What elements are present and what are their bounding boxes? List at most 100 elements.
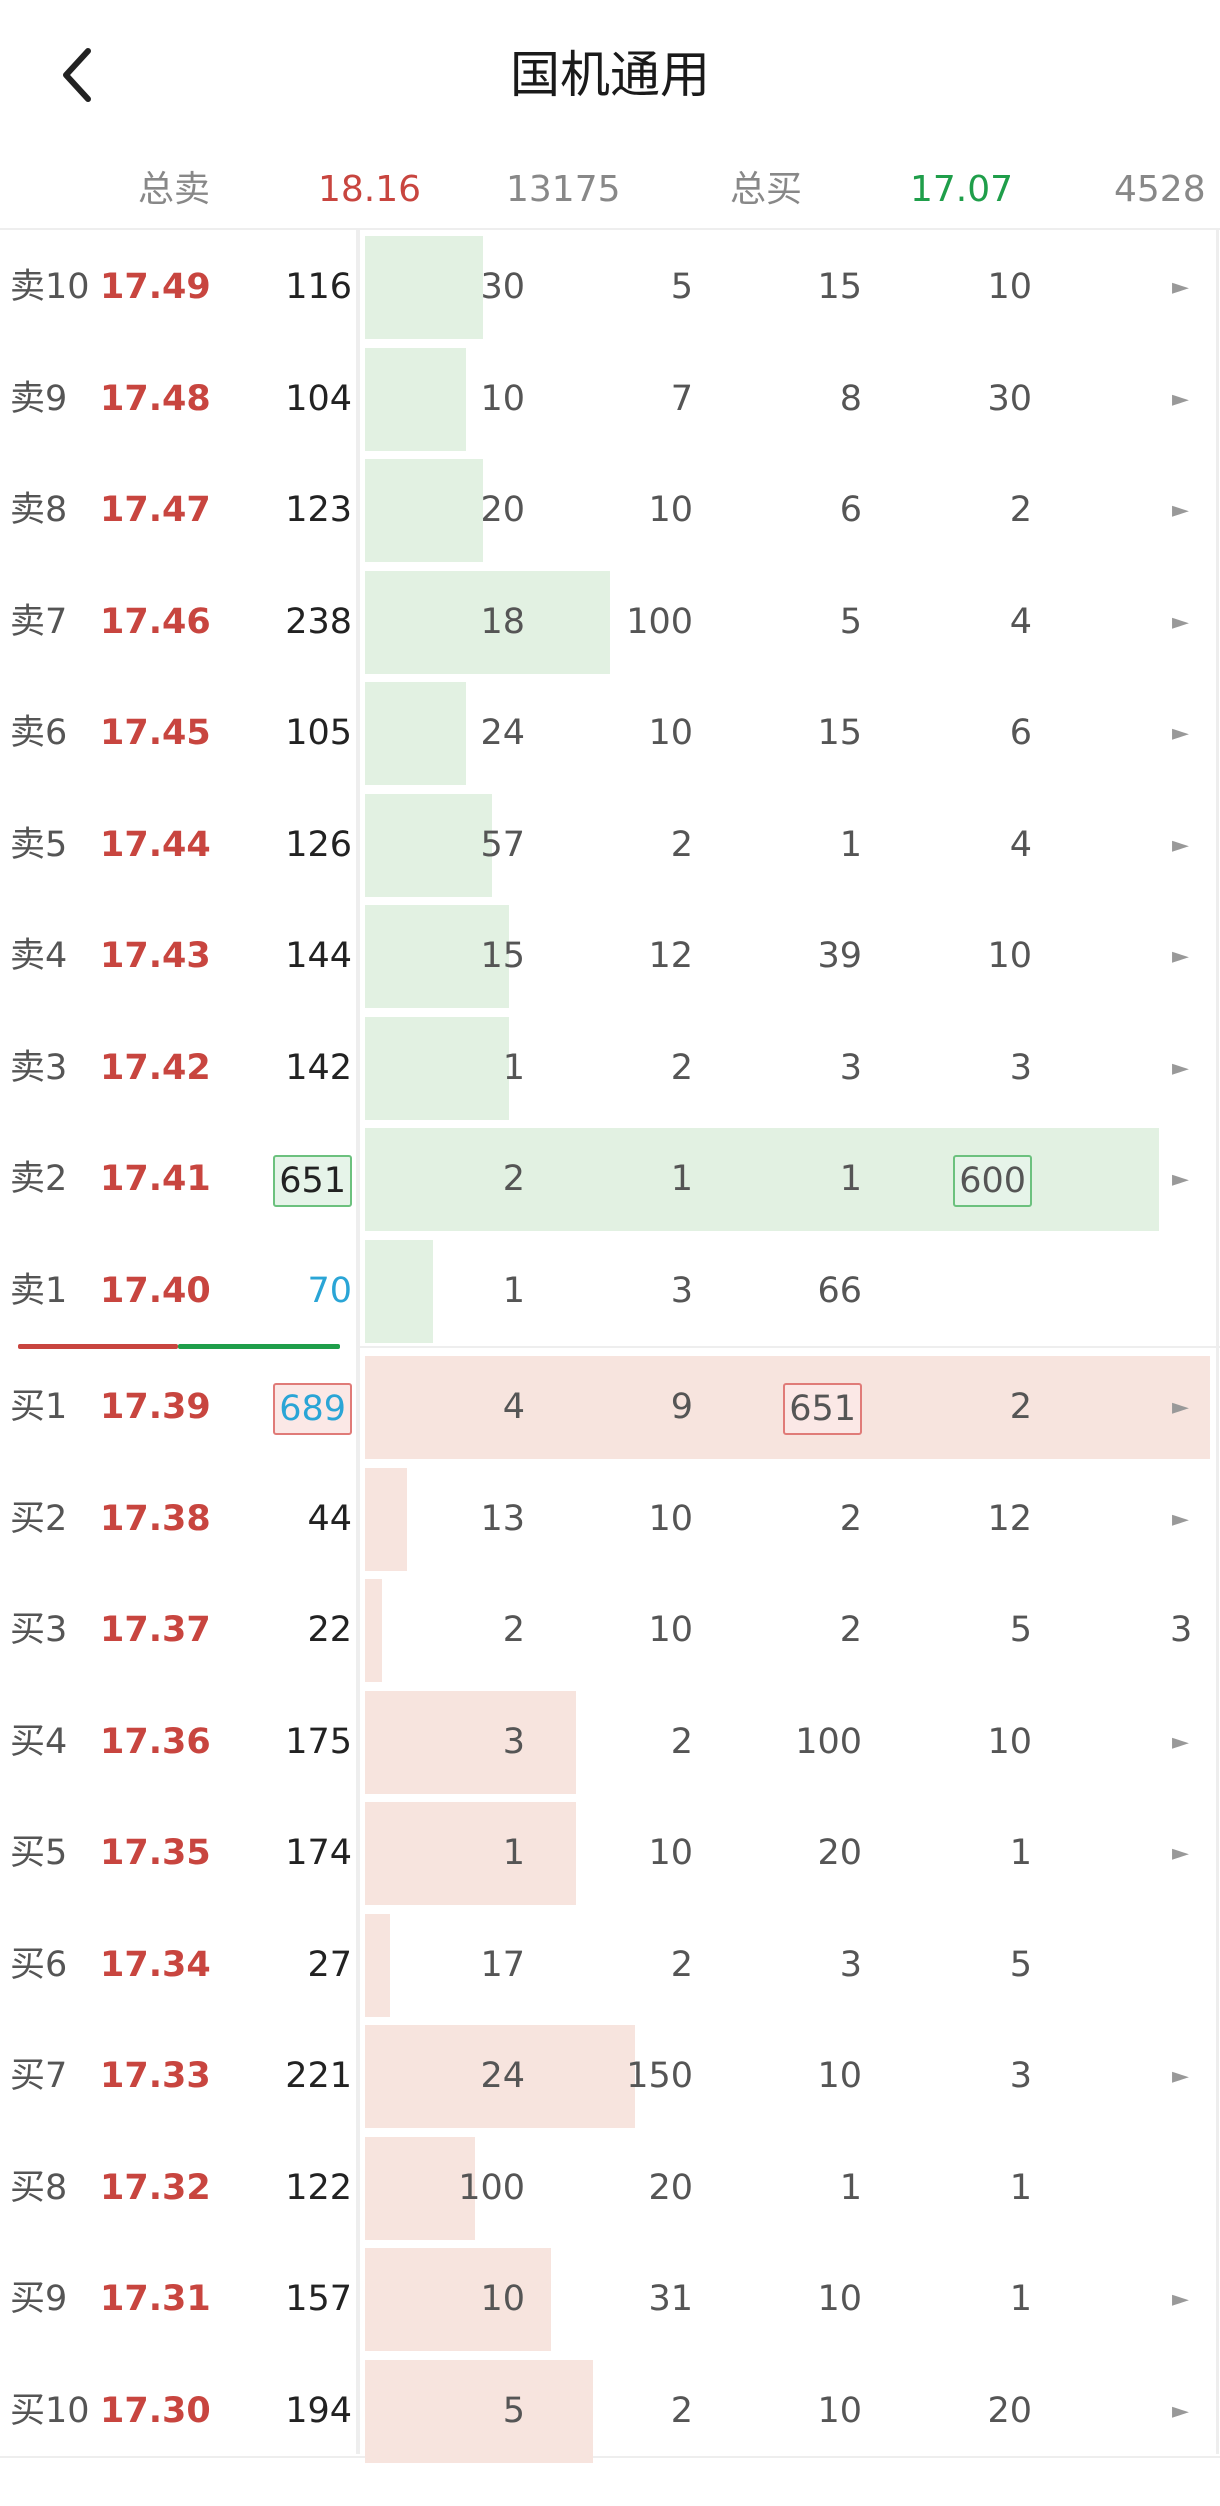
ask-depth-bar	[365, 905, 509, 1008]
level-volume: 44	[307, 1498, 352, 1539]
play-arrow-icon[interactable]: ►	[1172, 386, 1189, 412]
level-label: 买9	[10, 2279, 68, 2319]
order-cell: 2	[839, 1498, 862, 1539]
bid-row[interactable]: 买4 17.36 175 3 2 100 10 ►	[0, 1687, 1220, 1798]
order-cell: 12	[648, 936, 693, 976]
level-price: 17.34	[100, 1944, 211, 1985]
total-sell-label: 总卖	[138, 169, 211, 210]
play-arrow-icon[interactable]: ►	[1172, 832, 1189, 858]
level-volume: 142	[285, 1047, 352, 1088]
total-sell-volume: 13175	[506, 169, 621, 210]
ask-depth-bar	[365, 459, 483, 562]
order-cell: 9	[670, 1387, 693, 1427]
order-cell: 5	[839, 601, 862, 642]
play-arrow-icon[interactable]: ►	[1172, 609, 1189, 635]
ask-row[interactable]: 卖7 17.46 238 18 100 5 4 ►	[0, 567, 1220, 678]
order-cell: 10	[987, 267, 1032, 307]
order-cell: 4	[1009, 601, 1032, 642]
bid-row[interactable]: 买1 17.39 689 4 9 651 2 ►	[0, 1352, 1220, 1463]
order-cell: 5	[1009, 1944, 1032, 1985]
ask-bid-separator	[360, 1346, 1220, 1348]
bid-row[interactable]: 买8 17.32 122 100 20 1 1	[0, 2133, 1220, 2244]
level-price: 17.31	[100, 2279, 211, 2319]
bid-depth-bar	[365, 2136, 475, 2240]
bid-row[interactable]: 买7 17.33 221 24 150 10 3 ►	[0, 2021, 1220, 2132]
order-cell: 3	[670, 1270, 693, 1311]
order-cell: 4	[502, 1387, 525, 1427]
order-cell: 100	[626, 601, 693, 642]
level-price: 17.37	[100, 1610, 211, 1650]
ask-depth-bar	[365, 1128, 1159, 1231]
ask-depth-bar	[365, 347, 466, 451]
order-cell: 651	[783, 1383, 862, 1435]
ask-row[interactable]: 卖2 17.41 651 2 1 1 600 ►	[0, 1124, 1220, 1235]
play-arrow-icon[interactable]: ►	[1172, 1729, 1189, 1755]
play-arrow-icon[interactable]: ►	[1172, 1167, 1189, 1192]
ask-row[interactable]: 卖6 17.45 105 24 10 15 6 ►	[0, 678, 1220, 789]
level-price: 17.38	[100, 1498, 211, 1539]
ask-row[interactable]: 卖5 17.44 126 57 2 1 4 ►	[0, 790, 1220, 901]
play-arrow-icon[interactable]: ►	[1172, 2287, 1189, 2312]
ask-depth-bar	[365, 1016, 509, 1120]
bid-depth-bar	[365, 1467, 407, 1571]
order-cell: 10	[648, 1498, 693, 1539]
bid-row[interactable]: 买2 17.38 44 13 10 2 12 ►	[0, 1464, 1220, 1575]
bid-row[interactable]: 买5 17.35 174 1 10 20 1 ►	[0, 1798, 1220, 1909]
play-arrow-icon[interactable]: ►	[1172, 2064, 1189, 2089]
order-cell: 10	[817, 2390, 862, 2431]
level-price: 17.42	[100, 1047, 211, 1088]
buy-ratio-bar	[178, 1344, 340, 1349]
play-arrow-icon[interactable]: ►	[1172, 2398, 1189, 2424]
level-price: 17.49	[100, 267, 211, 307]
order-cell: 10	[480, 378, 525, 419]
ask-row[interactable]: 卖1 17.40 70 1 3 66	[0, 1236, 1220, 1347]
ask-row[interactable]: 卖3 17.42 142 1 2 3 3 ►	[0, 1013, 1220, 1124]
order-cell: 13	[480, 1498, 525, 1539]
back-chevron-icon[interactable]	[48, 40, 108, 110]
level-price: 17.45	[100, 713, 211, 753]
play-arrow-icon[interactable]: ►	[1172, 944, 1189, 969]
ask-row[interactable]: 卖10 17.49 116 30 5 15 10 ►	[0, 232, 1220, 343]
order-cell: 10	[987, 936, 1032, 976]
play-arrow-icon[interactable]: ►	[1172, 1841, 1189, 1866]
order-cell: 2	[1009, 1387, 1032, 1427]
ask-row[interactable]: 卖8 17.47 123 20 10 6 2 ►	[0, 455, 1220, 566]
bid-depth-bar	[365, 1690, 576, 1794]
bid-row[interactable]: 买6 17.34 27 17 2 3 5	[0, 1910, 1220, 2021]
total-buy-price: 17.07	[910, 169, 1014, 210]
order-cell: 5	[670, 267, 693, 307]
play-arrow-icon[interactable]: ►	[1172, 498, 1189, 523]
order-cell: 15	[817, 713, 862, 753]
ask-row[interactable]: 卖9 17.48 104 10 7 8 30 ►	[0, 344, 1220, 455]
bid-row[interactable]: 买3 17.37 22 2 10 2 5 3	[0, 1575, 1220, 1686]
level-price: 17.44	[100, 824, 211, 865]
order-cell: 6	[1009, 713, 1032, 753]
order-cell: 2	[502, 1610, 525, 1650]
level-label: 买7	[10, 2056, 68, 2096]
level-price: 17.30	[100, 2390, 211, 2431]
level-label: 买3	[10, 1610, 68, 1650]
ask-row[interactable]: 卖4 17.43 144 15 12 39 10 ►	[0, 901, 1220, 1012]
level-label: 买6	[10, 1944, 68, 1985]
level-volume: 175	[285, 1721, 352, 1762]
play-arrow-icon[interactable]: ►	[1172, 275, 1189, 300]
bid-row[interactable]: 买9 17.31 157 10 31 10 1 ►	[0, 2244, 1220, 2355]
play-arrow-icon[interactable]: ►	[1172, 1395, 1189, 1420]
level-price: 17.40	[100, 1270, 211, 1311]
play-arrow-icon[interactable]: ►	[1172, 721, 1189, 746]
order-cell: 2	[670, 824, 693, 865]
level-price: 17.32	[100, 2167, 211, 2208]
order-cell: 1	[1009, 1833, 1032, 1873]
order-cell: 1	[502, 1833, 525, 1873]
order-cell: 2	[502, 1159, 525, 1199]
order-cell: 1	[502, 1270, 525, 1311]
bid-depth-bar	[365, 1802, 576, 1905]
play-arrow-icon[interactable]: ►	[1172, 1055, 1189, 1081]
level-volume: 238	[285, 601, 352, 642]
bid-row[interactable]: 买10 17.30 194 5 2 10 20 ►	[0, 2356, 1220, 2467]
order-cell: 100	[458, 2167, 525, 2208]
play-arrow-icon[interactable]: ►	[1172, 1506, 1189, 1532]
order-cell: 5	[502, 2390, 525, 2431]
level-volume: 116	[285, 267, 352, 307]
level-price: 17.35	[100, 1833, 211, 1873]
